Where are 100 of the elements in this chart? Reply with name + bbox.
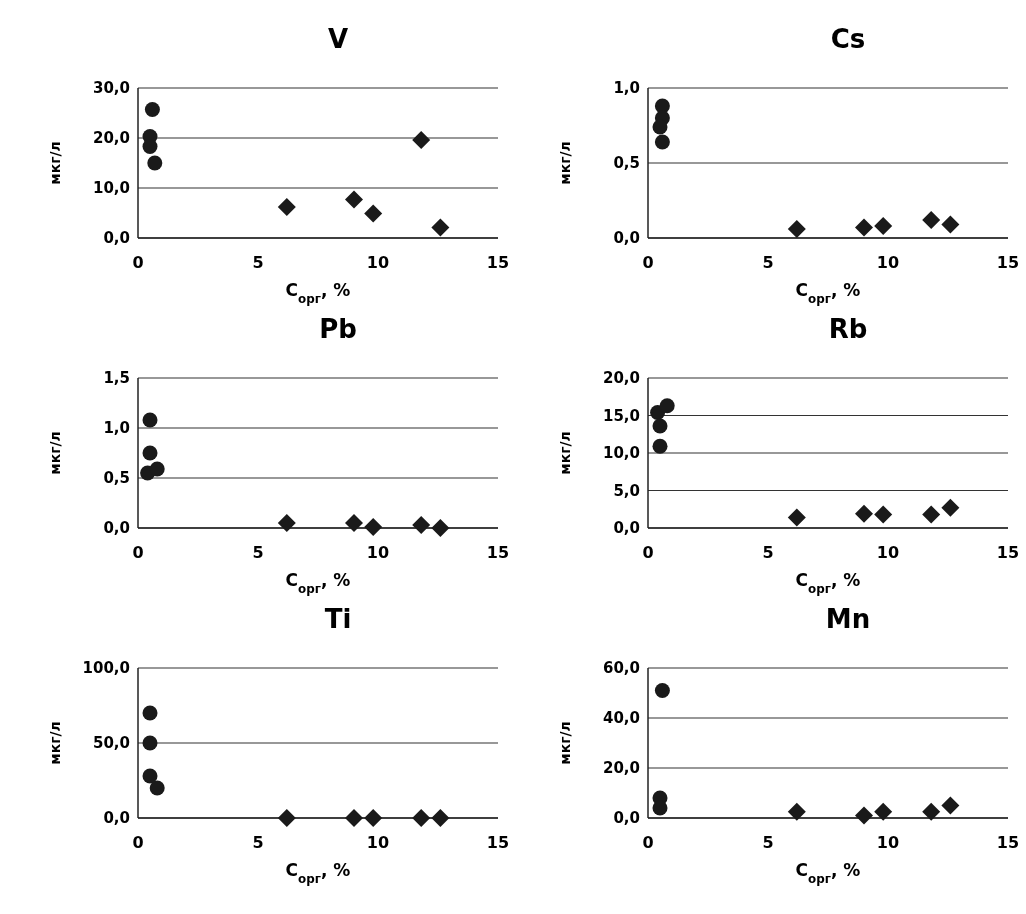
point: [787, 508, 806, 527]
point: [787, 802, 806, 821]
chart-title: Ti: [324, 604, 352, 634]
y-axis-title: мкг/л: [47, 431, 63, 475]
x-tick-label: 5: [252, 833, 264, 852]
x-tick-label: 10: [876, 543, 900, 562]
x-tick-label: 10: [876, 253, 900, 272]
x-tick-label: 5: [252, 543, 264, 562]
chart-title: Rb: [828, 314, 868, 344]
x-axis-title: C$_{орг}$, %: [285, 860, 351, 886]
x-tick-label: 10: [876, 833, 900, 852]
point: [364, 518, 383, 536]
point: [855, 504, 873, 523]
y-axis-title: мкг/л: [557, 141, 573, 185]
y-axis-title: мкг/л: [557, 721, 573, 765]
point: [364, 809, 383, 827]
point: [652, 438, 668, 454]
point: [652, 418, 668, 434]
y-tick-label: 0,0: [613, 809, 640, 828]
point: [855, 806, 873, 825]
point: [147, 155, 163, 171]
point: [922, 505, 941, 524]
y-tick-label: 60,0: [602, 659, 640, 678]
x-axis-title: C$_{орг}$, %: [795, 860, 861, 886]
y-tick-label: 15,0: [602, 406, 640, 425]
y-tick-label: 0,5: [613, 154, 640, 173]
x-tick-label: 15: [996, 833, 1020, 852]
x-tick-label: 0: [132, 543, 144, 562]
y-tick-label: 5,0: [613, 481, 640, 500]
x-tick-label: 10: [366, 833, 390, 852]
point: [941, 796, 960, 815]
point: [142, 139, 158, 154]
point: [142, 445, 158, 461]
x-axis-title: C$_{орг}$, %: [795, 570, 861, 596]
y-tick-label: 0,0: [103, 809, 130, 828]
y-tick-label: 20,0: [602, 759, 640, 778]
x-tick-label: 0: [642, 833, 654, 852]
y-tick-label: 0,0: [103, 229, 130, 248]
chart-title: Cs: [830, 24, 866, 54]
y-tick-label: 1,5: [103, 369, 130, 388]
y-tick-label: 20,0: [92, 129, 130, 148]
point: [431, 519, 450, 537]
y-tick-label: 0,0: [103, 519, 130, 538]
y-tick-label: 0,5: [103, 469, 130, 488]
y-tick-label: 100,0: [82, 659, 130, 678]
x-tick-label: 0: [132, 833, 144, 852]
x-tick-label: 10: [366, 253, 390, 272]
y-tick-label: 1,0: [613, 79, 640, 98]
point: [345, 809, 363, 827]
x-tick-label: 5: [252, 253, 264, 272]
point: [144, 102, 160, 117]
chart-title: V: [327, 24, 349, 54]
y-tick-label: 1,0: [103, 419, 130, 438]
x-tick-label: 0: [132, 253, 144, 272]
y-tick-label: 50,0: [92, 734, 130, 753]
y-tick-label: 20,0: [602, 369, 640, 388]
y-axis-title: мкг/л: [47, 721, 63, 765]
point: [874, 802, 893, 821]
point: [922, 211, 941, 229]
point: [142, 412, 158, 428]
x-tick-label: 0: [642, 253, 654, 272]
y-tick-label: 30,0: [92, 79, 130, 98]
point: [345, 190, 363, 209]
point: [654, 683, 670, 698]
point: [142, 735, 158, 751]
point: [922, 802, 941, 821]
x-tick-label: 15: [486, 833, 510, 852]
x-tick-label: 15: [996, 253, 1020, 272]
x-tick-label: 5: [762, 253, 774, 272]
point: [652, 800, 668, 816]
x-tick-label: 5: [762, 543, 774, 562]
point: [941, 215, 960, 234]
y-tick-label: 0,0: [613, 519, 640, 538]
point: [149, 461, 165, 477]
y-tick-label: 10,0: [602, 444, 640, 463]
point: [431, 218, 450, 237]
point: [431, 809, 450, 827]
point: [787, 220, 806, 238]
chart-title: Pb: [319, 314, 357, 344]
chart-title: Mn: [825, 604, 871, 634]
x-axis-title: C$_{орг}$, %: [285, 280, 351, 306]
y-tick-label: 10,0: [92, 179, 130, 198]
point: [412, 131, 431, 149]
point: [142, 705, 158, 721]
point: [412, 516, 431, 534]
point: [855, 218, 873, 237]
point: [277, 809, 296, 827]
x-axis-title: C$_{орг}$, %: [795, 280, 861, 306]
point: [345, 514, 363, 532]
point: [874, 217, 893, 235]
y-axis-title: мкг/л: [47, 141, 63, 185]
x-tick-label: 10: [366, 543, 390, 562]
point: [277, 514, 296, 532]
point: [654, 134, 670, 150]
point: [149, 780, 165, 796]
x-tick-label: 5: [762, 833, 774, 852]
y-tick-label: 0,0: [613, 229, 640, 248]
point: [659, 398, 675, 414]
x-tick-label: 0: [642, 543, 654, 562]
point: [142, 768, 158, 784]
